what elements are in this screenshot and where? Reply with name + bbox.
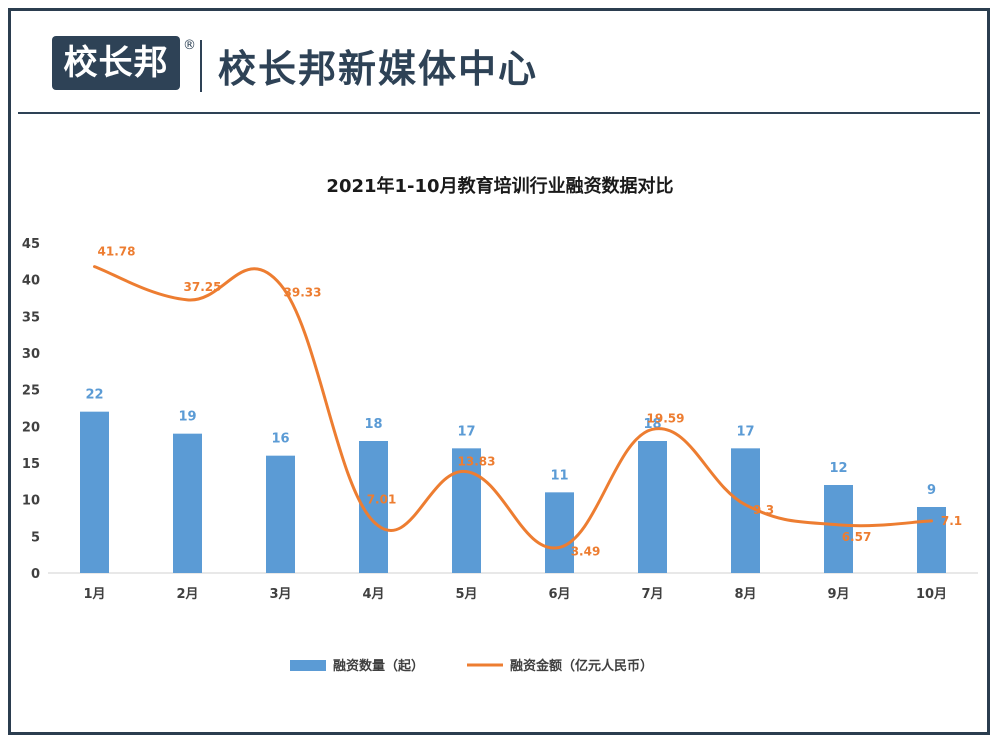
header-rule bbox=[18, 112, 980, 114]
y-tick-label: 5 bbox=[31, 530, 40, 545]
line-data-label: 19.59 bbox=[647, 411, 685, 425]
x-tick-label: 10月 bbox=[916, 587, 947, 602]
bar bbox=[452, 448, 481, 573]
bar-data-label: 17 bbox=[736, 424, 754, 439]
bar bbox=[824, 485, 853, 573]
x-tick-label: 1月 bbox=[83, 587, 105, 602]
bar bbox=[266, 455, 295, 573]
bar-data-label: 9 bbox=[927, 483, 936, 498]
legend: 融资数量（起） 融资金额（亿元人民币） bbox=[290, 658, 653, 674]
page-frame bbox=[8, 8, 990, 735]
x-tick-label: 5月 bbox=[455, 587, 477, 602]
bar-data-label: 11 bbox=[550, 468, 568, 483]
bar bbox=[173, 433, 202, 573]
line-series: 41.78 37.25 39.33 7.01 13.83 3.49 19.59 9.3 6.57… bbox=[93, 245, 962, 558]
registered-mark: ® bbox=[183, 38, 196, 53]
bar-data-label: 22 bbox=[85, 388, 103, 403]
bar bbox=[545, 492, 574, 573]
bar bbox=[638, 441, 667, 573]
bar-data-label: 19 bbox=[178, 410, 196, 425]
y-tick-label: 25 bbox=[22, 384, 40, 399]
y-tick-label: 10 bbox=[22, 494, 40, 509]
y-tick-label: 40 bbox=[22, 274, 40, 289]
x-tick-label: 4月 bbox=[362, 587, 384, 602]
bar-data-label: 18 bbox=[364, 417, 382, 432]
line-data-label: 41.78 bbox=[98, 245, 136, 259]
y-tick-label: 0 bbox=[31, 567, 40, 582]
line-data-label: 3.49 bbox=[571, 544, 601, 558]
x-axis: 1月 2月 3月 4月 5月 6月 7月 8月 9月 10月 bbox=[83, 587, 947, 602]
line-data-label: 6.57 bbox=[842, 530, 872, 544]
x-tick-label: 8月 bbox=[734, 587, 756, 602]
brand-name: 校长邦新媒体中心 bbox=[218, 46, 539, 91]
x-tick-label: 7月 bbox=[641, 587, 663, 602]
line-data-label: 13.83 bbox=[458, 455, 496, 469]
legend-bar-swatch bbox=[290, 660, 326, 671]
logo: 校长邦 bbox=[52, 36, 180, 90]
line-data-label: 37.25 bbox=[184, 280, 222, 294]
legend-line-label: 融资金额（亿元人民币） bbox=[510, 658, 653, 674]
x-tick-label: 9月 bbox=[827, 587, 849, 602]
x-tick-label: 3月 bbox=[269, 587, 291, 602]
header-divider bbox=[200, 40, 202, 92]
bar-data-label: 16 bbox=[271, 432, 289, 447]
y-tick-label: 15 bbox=[22, 457, 40, 472]
legend-bar-label: 融资数量（起） bbox=[333, 658, 424, 674]
bar bbox=[80, 411, 109, 573]
logo-text: 校长邦 bbox=[63, 43, 169, 83]
y-tick-label: 30 bbox=[22, 347, 40, 362]
y-tick-label: 20 bbox=[22, 420, 40, 435]
series-line bbox=[93, 265, 933, 550]
bar-data-label: 12 bbox=[829, 461, 847, 476]
line-data-label: 39.33 bbox=[284, 286, 322, 300]
y-axis: 0 5 10 15 20 25 30 35 40 45 bbox=[22, 237, 40, 582]
chart-title: 2021年1-10月教育培训行业融资数据对比 bbox=[326, 175, 673, 197]
line-data-label: 7.1 bbox=[941, 514, 962, 528]
y-tick-label: 45 bbox=[22, 237, 40, 252]
line-data-label: 7.01 bbox=[367, 493, 397, 507]
x-tick-label: 6月 bbox=[548, 587, 570, 602]
bar-data-label: 17 bbox=[457, 424, 475, 439]
bar bbox=[917, 507, 946, 573]
line-data-label: 9.3 bbox=[753, 503, 774, 517]
y-tick-label: 35 bbox=[22, 310, 40, 325]
x-tick-label: 2月 bbox=[176, 587, 198, 602]
